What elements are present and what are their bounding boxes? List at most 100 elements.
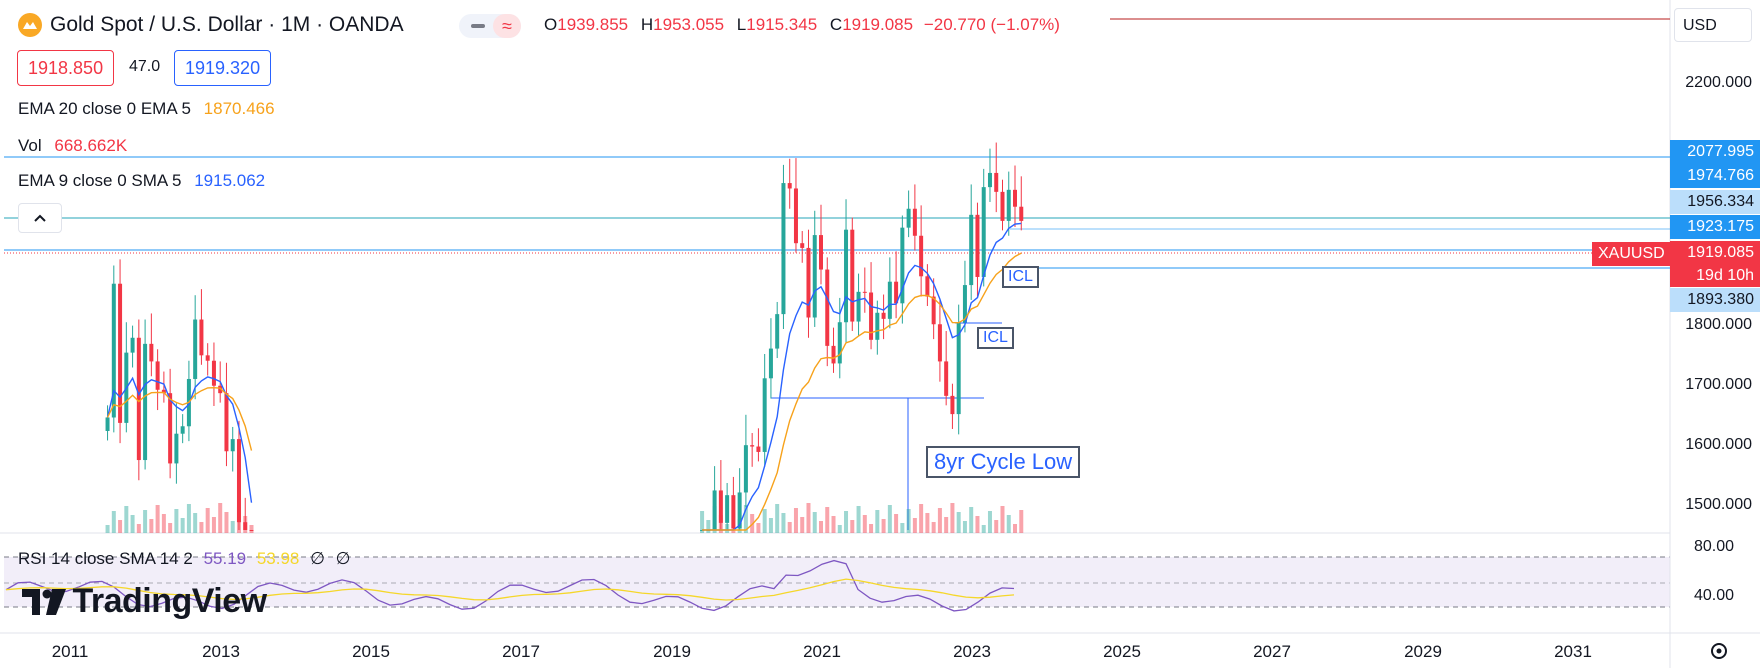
candle-body (136, 337, 141, 461)
candle-body (161, 389, 166, 394)
volume-bar (762, 509, 767, 533)
volume-bar (894, 514, 899, 533)
candle-body (887, 281, 892, 319)
x-tick-2015: 2015 (352, 642, 390, 661)
badge-1974: 1974.766 (1670, 164, 1760, 188)
icl-annotation-lower[interactable]: ICL (977, 327, 1014, 349)
candle-body (731, 495, 736, 529)
candle-body (718, 490, 723, 523)
volume-bar (136, 524, 141, 533)
candle-body (249, 530, 254, 531)
candle-body (118, 283, 123, 423)
volume-bar (906, 509, 911, 533)
volume-bar (775, 504, 780, 533)
cycle-low-annotation[interactable]: 8yr Cycle Low (926, 446, 1081, 478)
currency-button[interactable]: USD (1674, 8, 1752, 42)
volume-bar (981, 525, 986, 533)
volume-bar (887, 505, 892, 533)
candle-body (756, 446, 761, 452)
volume-bar (900, 523, 905, 533)
sell-button[interactable]: 1918.850 (17, 50, 115, 86)
x-tick-2029: 2029 (1404, 642, 1442, 661)
volume-bar (975, 516, 980, 533)
candle-body (762, 378, 767, 452)
x-tick-2027: 2027 (1253, 642, 1291, 661)
volume-bar (787, 522, 792, 533)
candle-body (937, 324, 942, 362)
badge-countdown: 19d 10h (1696, 267, 1754, 284)
volume-bar (1013, 524, 1018, 533)
candle-body (236, 439, 241, 523)
volume-bar (819, 521, 823, 533)
candle-body (768, 348, 773, 379)
volume-bar (837, 525, 842, 533)
vol-value: 668.662K (54, 136, 128, 155)
x-tick-2013: 2013 (202, 642, 240, 661)
low-value: 1915.345 (746, 15, 818, 34)
tradingview-logo: TradingView (22, 582, 267, 621)
volume-bar (161, 514, 166, 533)
symbol-badge-text: XAUUSD (1598, 245, 1665, 262)
badge-last-price: 1919.085 (1687, 244, 1754, 261)
candle-body (712, 490, 717, 530)
volume-bar (825, 507, 830, 533)
y-tick-1800: 1800.000 (1685, 316, 1752, 333)
volume-bar (969, 507, 974, 533)
y-tick-1500: 1500.000 (1685, 496, 1752, 513)
icl-annotation-upper[interactable]: ICL (1002, 266, 1039, 288)
candle-body (862, 291, 867, 293)
badge-last: 1919.085 19d 10h (1670, 241, 1760, 287)
candle-body (906, 208, 911, 228)
volume-bar (1019, 510, 1024, 533)
badge-1893: 1893.380 (1670, 288, 1760, 312)
settings-icon[interactable] (1708, 640, 1730, 662)
candle-body (218, 385, 223, 394)
volume-bar (956, 512, 961, 533)
volume-bar (869, 524, 874, 533)
close-value: 1919.085 (842, 15, 914, 34)
ema20-legend[interactable]: EMA 20 close 0 EMA 5 1870.466 (18, 99, 275, 119)
rsi-tick-80: 80.00 (1693, 538, 1734, 555)
rsi-legend[interactable]: RSI 14 close SMA 14 2 55.19 53.98 ∅ ∅ (18, 549, 350, 569)
volume-bar (812, 512, 817, 533)
volume-bar (124, 506, 129, 533)
candle-body (230, 439, 235, 452)
volume-bar (806, 503, 811, 533)
volume-bar (193, 513, 198, 533)
volume-bar (249, 525, 254, 533)
candle-body (837, 322, 842, 364)
volume-bar (111, 511, 116, 533)
collapse-legend-button[interactable] (18, 203, 62, 233)
icl-label-lower: ICL (983, 329, 1008, 346)
ema9-legend[interactable]: EMA 9 close 0 SMA 5 1915.062 (18, 171, 265, 191)
rsi-empty-1: ∅ (310, 549, 325, 568)
candle-body (850, 229, 855, 322)
rsi-tick-40: 40.00 (1693, 587, 1734, 604)
candle-body (168, 393, 173, 464)
candle-body (1013, 189, 1018, 207)
rsi-value: 55.19 (203, 549, 247, 568)
candle-body (224, 393, 229, 452)
ema9-value: 1915.062 (194, 171, 266, 190)
volume-bar (706, 520, 711, 533)
volume-bar (800, 517, 805, 533)
currency-label: USD (1683, 17, 1717, 34)
volume-bar (950, 503, 955, 533)
volume-bar (987, 511, 992, 533)
candle-body (994, 172, 999, 192)
volume-bar (912, 518, 917, 533)
compare-toggle[interactable]: ≈ (459, 14, 521, 38)
candle-body (806, 247, 811, 318)
vol-legend[interactable]: Vol 668.662K (18, 136, 127, 156)
tradingview-mark-icon (22, 589, 66, 615)
x-tick-2023: 2023 (953, 642, 991, 661)
candle-body (211, 360, 216, 386)
high-value: 1953.055 (653, 15, 725, 34)
buy-button[interactable]: 1919.320 (174, 50, 272, 86)
volume-bar (118, 520, 123, 533)
candle-body (750, 445, 755, 447)
symbol-title[interactable]: Gold Spot / U.S. Dollar · 1M · OANDA (50, 13, 404, 36)
volume-bar (105, 525, 110, 533)
volume-bar (850, 520, 855, 533)
